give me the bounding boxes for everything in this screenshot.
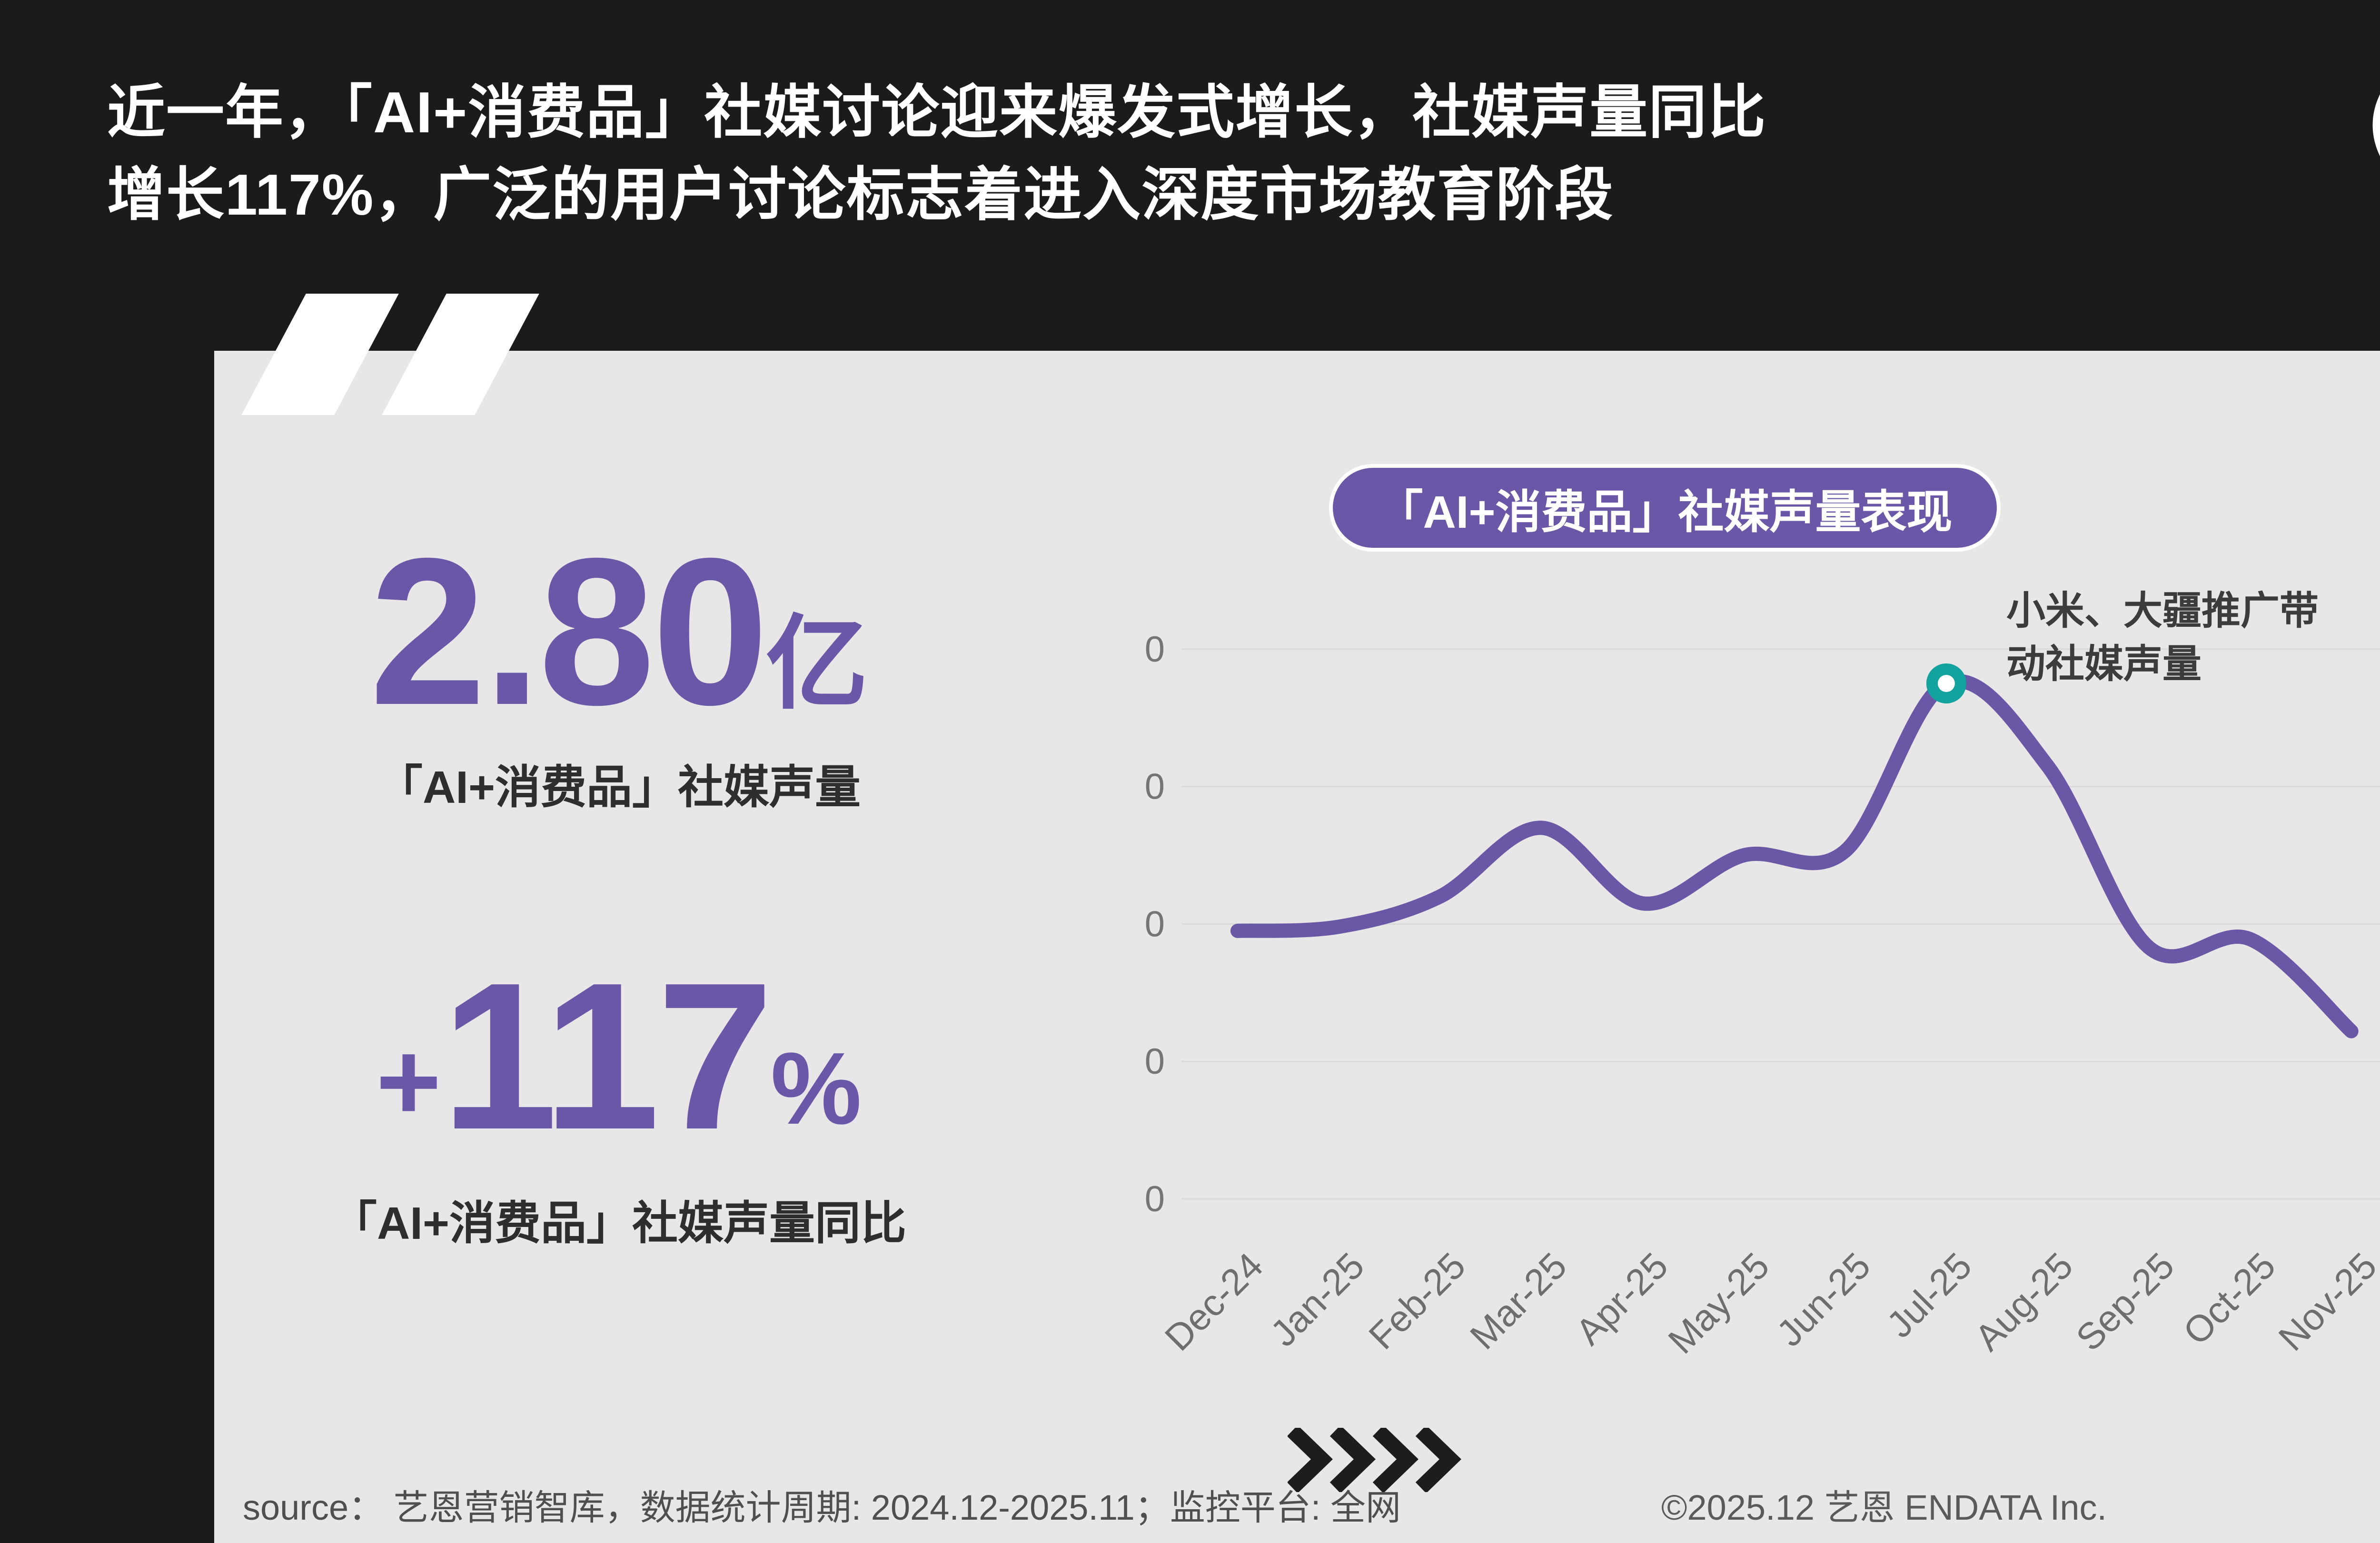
svg-text:30000000: 30000000 — [1142, 767, 1167, 807]
chart-annotation: 小米、大疆推广带 动社媒声量 — [2006, 584, 2319, 691]
svg-text:Oct-25: Oct-25 — [2175, 1245, 2283, 1353]
page-title-line1: 近一年，「AI+消费品」社媒讨论迎来爆发式增长，社媒声量同比 — [107, 80, 1767, 145]
footer-source: source： 艺恩营销智库，数据统计周期: 2024.12-2025.11；监… — [243, 1488, 1401, 1527]
svg-text:Mar-25: Mar-25 — [1462, 1245, 1575, 1357]
stat-volume-label: 「AI+消费品」社媒声量 — [377, 762, 861, 813]
quote-bar-2 — [382, 294, 539, 415]
page-title-line2: 增长117%，广泛的用户讨论标志着进入深度市场教育阶段 — [107, 162, 1614, 227]
endata-logo: e 艺恩 endata — [2368, 59, 2380, 202]
svg-text:40000000: 40000000 — [1142, 629, 1167, 670]
svg-text:Feb-25: Feb-25 — [1360, 1245, 1473, 1357]
stat-growth: +117% — [262, 952, 976, 1161]
svg-text:Jan-25: Jan-25 — [1262, 1245, 1372, 1355]
page-title: 近一年，「AI+消费品」社媒讨论迎来爆发式增长，社媒声量同比 增长117%，广泛… — [107, 71, 1766, 236]
svg-text:Dec-24: Dec-24 — [1157, 1245, 1271, 1359]
footer-copyright: ©2025.12 艺恩 ENDATA Inc. — [1661, 1488, 2107, 1527]
svg-text:May-25: May-25 — [1660, 1245, 1777, 1362]
endata-pick-icon: e — [2372, 94, 2380, 157]
chart-annotation-line2: 动社媒声量 — [2006, 643, 2202, 686]
stat-volume-unit: 亿 — [765, 606, 868, 721]
svg-text:Apr-25: Apr-25 — [1567, 1245, 1676, 1353]
quote-mark-icon — [241, 294, 555, 417]
svg-text:Jul-25: Jul-25 — [1878, 1245, 1979, 1345]
chart-title-pill: 「AI+消费品」社媒声量表现 — [1333, 468, 1997, 548]
svg-text:Aug-25: Aug-25 — [1967, 1245, 2081, 1359]
chevrons-icon — [1288, 1428, 1462, 1492]
content-card — [214, 351, 2380, 1543]
svg-text:Nov-25: Nov-25 — [2271, 1245, 2380, 1359]
svg-text:20000000: 20000000 — [1142, 904, 1167, 944]
svg-text:10000000: 10000000 — [1142, 1041, 1167, 1082]
svg-text:Sep-25: Sep-25 — [2068, 1245, 2182, 1359]
svg-text:0: 0 — [1145, 1179, 1167, 1219]
line-chart: 010000000200000003000000040000000Dec-24J… — [1142, 629, 2380, 1362]
stat-growth-value: 117 — [441, 940, 774, 1173]
stat-growth-plus: + — [376, 1019, 442, 1144]
stat-growth-unit: % — [770, 1031, 862, 1146]
stat-volume-value: 2.80 — [369, 515, 768, 749]
stat-volume: 2.80亿 — [262, 527, 976, 737]
stat-growth-label: 「AI+消费品」社媒声量同比 — [331, 1198, 907, 1249]
svg-text:Jun-25: Jun-25 — [1768, 1245, 1878, 1355]
chart-annotation-line1: 小米、大疆推广带 — [2006, 589, 2319, 633]
